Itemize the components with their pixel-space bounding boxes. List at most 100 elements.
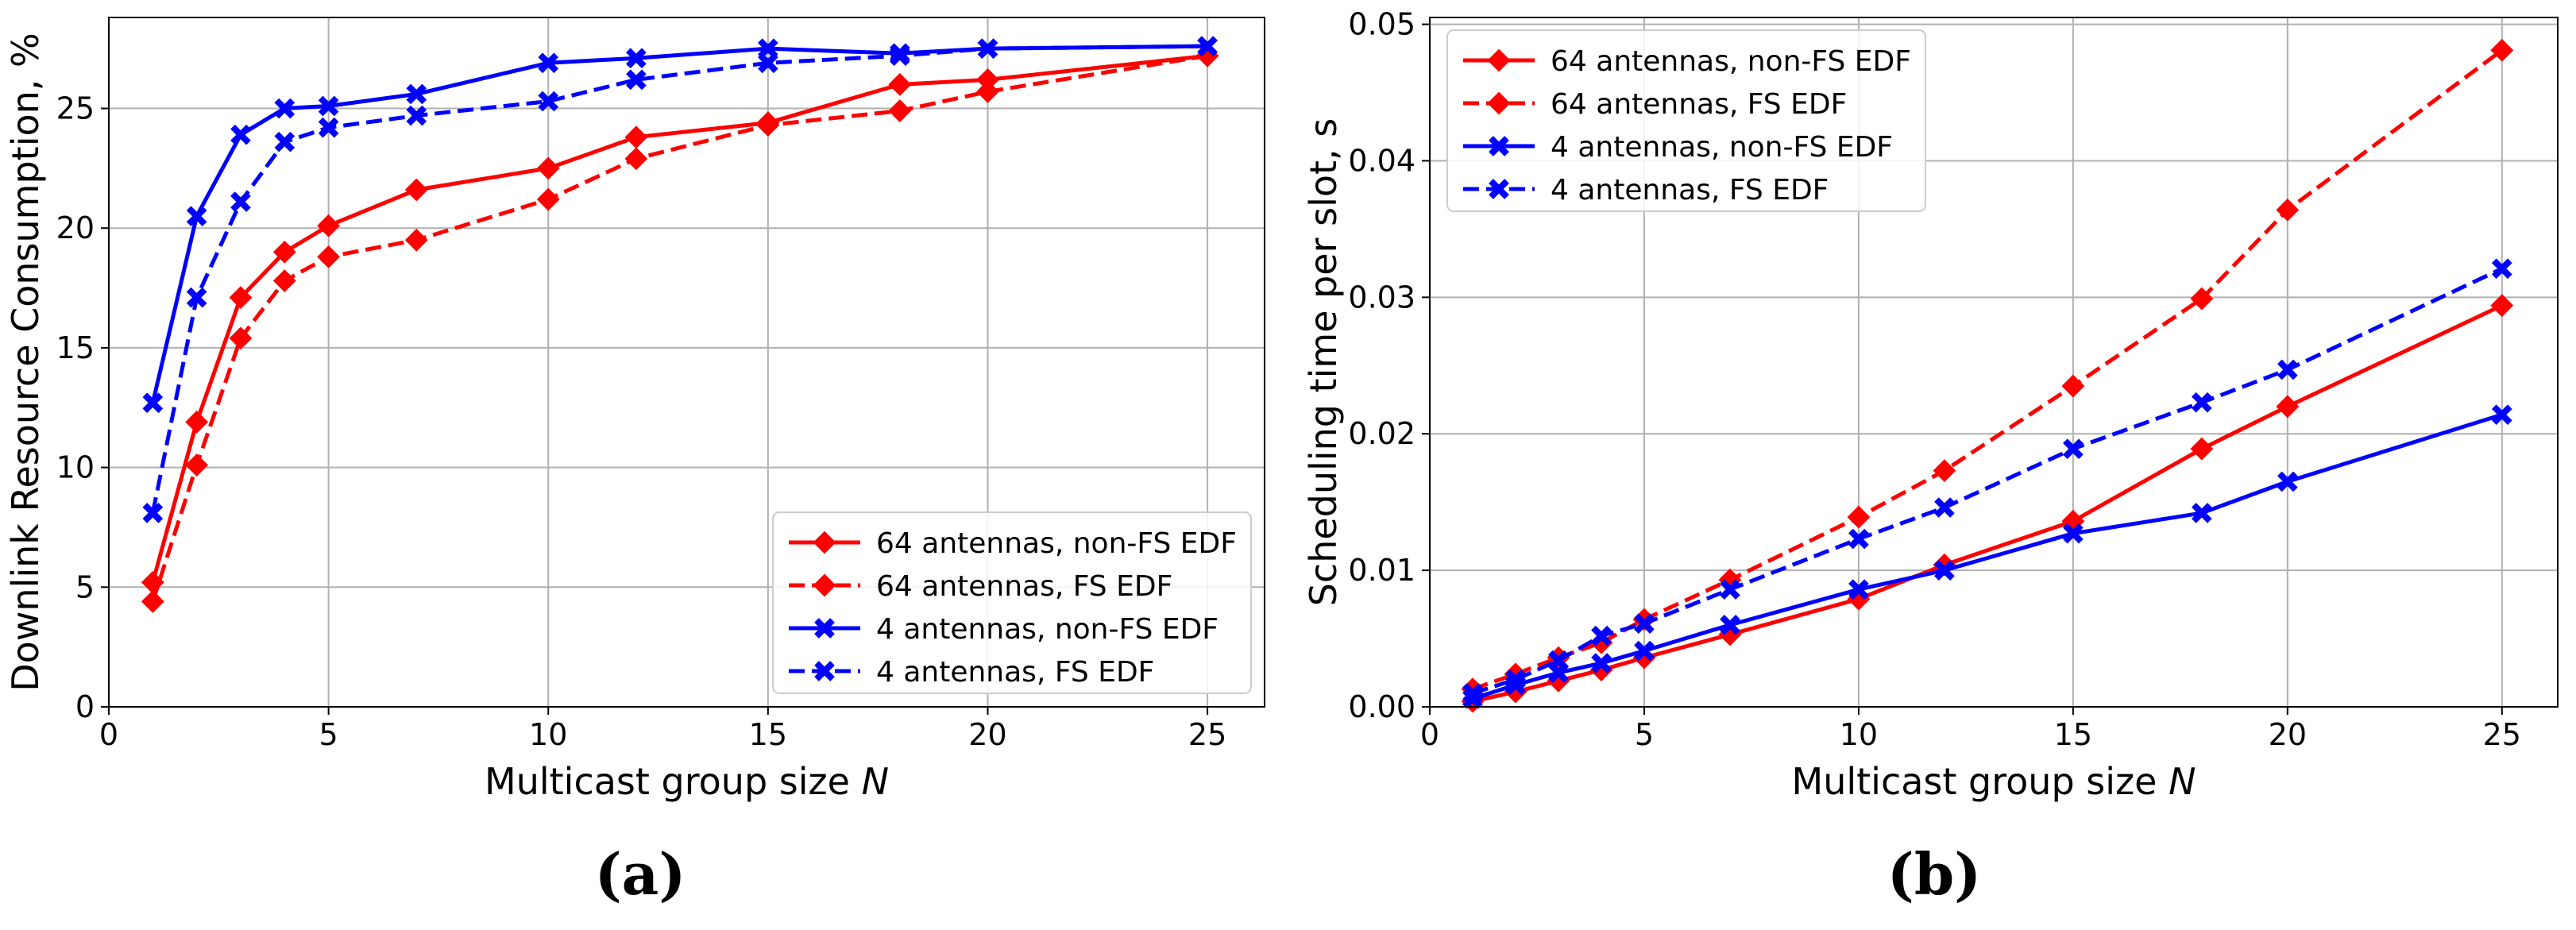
data-point: [1847, 505, 1871, 529]
x-tick-label: 15: [2054, 717, 2092, 752]
data-point: [2490, 294, 2514, 318]
marker-stroke: [538, 91, 559, 112]
data-point: [2192, 503, 2212, 523]
y-tick-label: 15: [56, 330, 95, 365]
data-point: [1634, 613, 1655, 634]
series-0: [1461, 294, 2514, 713]
data-point: [318, 117, 339, 138]
marker-stroke: [1720, 615, 1740, 635]
data-point: [624, 147, 648, 171]
data-point: [141, 589, 164, 613]
data-point: [2276, 395, 2300, 419]
legend: 64 antennas, non-FS EDF 64 antennas, FS E…: [772, 511, 1252, 694]
data-point: [538, 52, 559, 74]
marker-stroke: [977, 38, 998, 60]
marker-stroke: [1848, 579, 1869, 600]
data-point: [272, 269, 296, 292]
data-point: [1505, 674, 1526, 696]
data-point: [2190, 287, 2214, 311]
x-axis-label: Multicast group size N: [1792, 760, 2196, 803]
data-point: [1848, 579, 1869, 600]
legend-label: 4 antennas, non-FS EDF: [876, 613, 1218, 646]
marker-stroke: [230, 191, 251, 212]
x-tick-label: 0: [1420, 717, 1439, 752]
legend-box: [1446, 29, 1926, 212]
data-point: [1720, 579, 1740, 600]
data-point: [1848, 528, 1869, 550]
data-point: [318, 95, 339, 117]
data-point: [142, 392, 164, 414]
series-2: [1462, 404, 2512, 709]
x-tick-label: 10: [529, 717, 567, 752]
y-tick-label: 0: [75, 689, 95, 724]
marker-stroke: [889, 45, 910, 67]
data-point: [406, 83, 427, 105]
series-line: [1472, 266, 2503, 696]
data-point: [230, 191, 251, 212]
data-point: [185, 453, 209, 477]
marker-stroke: [2277, 471, 2298, 492]
marker-stroke: [2192, 503, 2212, 523]
series-line: [150, 44, 1208, 514]
series-line: [1472, 412, 2503, 701]
data-point: [186, 287, 207, 308]
marker-stroke: [1591, 653, 1612, 673]
legend-label: 4 antennas, FS EDF: [876, 656, 1154, 689]
y-axis-label: Scheduling time per slot, s: [1302, 118, 1345, 607]
marker-stroke: [2192, 392, 2212, 413]
series-line: [150, 44, 1208, 403]
marker-stroke: [1934, 497, 1955, 518]
data-point: [2277, 471, 2298, 492]
data-point: [536, 156, 560, 180]
legend-box: [772, 511, 1252, 694]
x-tick-label: 5: [319, 717, 338, 752]
marker-stroke: [230, 124, 251, 145]
marker-stroke: [1489, 136, 1509, 156]
marker-stroke: [626, 69, 647, 91]
data-point: [406, 105, 427, 126]
legend-marker: [1489, 179, 1509, 199]
marker-stroke: [1634, 640, 1655, 662]
data-point: [2063, 438, 2084, 459]
data-point: [626, 48, 647, 69]
data-point: [2063, 523, 2084, 544]
x-axis-label-var: N: [2169, 760, 2196, 803]
legend-label: 64 antennas, non-FS EDF: [876, 527, 1237, 560]
marker-stroke: [1489, 179, 1509, 199]
data-point: [2491, 404, 2512, 426]
y-tick-label: 0.04: [1348, 143, 1415, 178]
data-point: [2190, 437, 2214, 461]
series-3: [142, 36, 1218, 523]
legend-label: 64 antennas, FS EDF: [876, 570, 1172, 603]
legend-label: 64 antennas, non-FS EDF: [1551, 45, 1911, 78]
data-point: [1933, 459, 1956, 483]
data-point: [1634, 640, 1655, 662]
data-point: [1591, 653, 1612, 673]
data-point: [2491, 258, 2512, 280]
marker-stroke: [1462, 682, 1483, 704]
data-point: [626, 69, 647, 91]
data-point: [1505, 669, 1526, 690]
marker-stroke: [758, 52, 778, 74]
marker-stroke: [2491, 404, 2512, 426]
series-line: [1472, 303, 2503, 704]
marker-stroke: [1634, 613, 1655, 634]
marker-stroke: [142, 392, 164, 414]
marker-stroke: [406, 105, 427, 126]
marker-stroke: [1934, 560, 1955, 581]
marker-stroke: [406, 83, 427, 105]
legend: 64 antennas, non-FS EDF 64 antennas, FS E…: [1446, 29, 1926, 212]
x-axis-label-var: N: [862, 760, 889, 803]
legend-marker: [1489, 136, 1509, 156]
legend-label: 64 antennas, FS EDF: [1551, 88, 1847, 121]
marker-stroke: [274, 98, 295, 119]
marker-stroke: [1505, 674, 1526, 696]
chart-b: 0 5 10 15 20 25 0.00 0.01 0.02 0.03 0.04 0.05 Multic…: [1302, 7, 2559, 803]
marker-stroke: [1720, 579, 1740, 600]
marker-stroke: [814, 661, 835, 681]
marker-stroke: [186, 206, 207, 226]
caption-b: (b): [1887, 840, 1982, 908]
data-point: [889, 45, 910, 67]
data-point: [536, 187, 560, 211]
